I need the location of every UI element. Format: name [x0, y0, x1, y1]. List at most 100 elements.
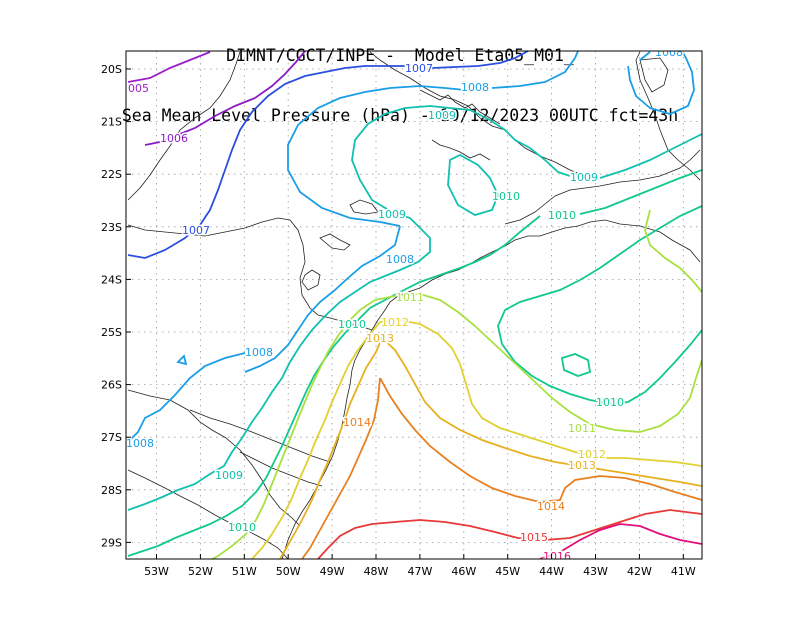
isobar-1007-east: [431, 51, 529, 69]
lon-tick-label: 47W: [407, 565, 432, 578]
river-reservoir-3: [349, 199, 379, 215]
contour-label-1013: 1013: [366, 332, 394, 345]
contour-label-1015: 1015: [520, 531, 548, 544]
contour-label-1014: 1014: [537, 500, 565, 513]
contour-label-1012: 1012: [381, 316, 409, 329]
lat-tick-label: 25S: [101, 326, 122, 339]
lon-tick-label: 49W: [320, 565, 345, 578]
isobar-1006: [144, 51, 306, 146]
lat-tick-label: 28S: [101, 484, 122, 497]
mato-grosso-border: [127, 217, 373, 331]
lon-tick-label: 52W: [188, 565, 213, 578]
contour-label-1012: 1012: [578, 448, 606, 461]
river-reservoir-1: [301, 269, 321, 291]
lon-tick-label: 41W: [671, 565, 696, 578]
isobar-1013-east: [381, 337, 702, 487]
isobar-1008-west: [127, 352, 246, 443]
isobar-1008-cell: [627, 51, 695, 115]
isobar-1012-east: [379, 319, 702, 467]
contour-labels: 005 1006 1007 1007 1008 1008 1008 1008 1…: [126, 46, 685, 563]
lat-tick-label: 24S: [101, 273, 122, 286]
lon-tick-label: 44W: [539, 565, 564, 578]
isobar-1008-north: [244, 225, 401, 373]
isobar-1014-east: [379, 377, 702, 503]
contour-label-1007: 1007: [182, 224, 210, 237]
lat-tick-label: 21S: [101, 116, 122, 129]
map-frame: [125, 50, 703, 560]
contour-label-1010: 1010: [596, 396, 624, 409]
contour-label-1010: 1010: [492, 190, 520, 203]
isobar-1014-main: [301, 377, 381, 559]
coastline: [127, 51, 701, 559]
isobar-1009-small: [447, 153, 499, 216]
goias-border: [127, 51, 241, 201]
contour-label-1009: 1009: [428, 109, 456, 122]
contour-label-1011: 1011: [568, 422, 596, 435]
isobar-1016: [539, 523, 702, 559]
minas-border: [369, 51, 586, 177]
lon-tick-label: 46W: [451, 565, 476, 578]
isobar-1008-loop: [287, 85, 466, 227]
isobar-1010-lower: [497, 205, 702, 405]
bay-1: [419, 89, 501, 125]
isobar-1010-main: [127, 215, 541, 557]
isobar-1010-small: [560, 353, 592, 377]
contour-label-1009: 1009: [378, 208, 406, 221]
lon-tick-label: 50W: [276, 565, 301, 578]
isobars: [127, 51, 702, 559]
contour-label-1005: 005: [128, 82, 149, 95]
contour-label-1010: 1010: [228, 521, 256, 534]
lat-tick-label: 20S: [101, 63, 122, 76]
argentina-border: [127, 469, 289, 559]
lon-tick-label: 43W: [583, 565, 608, 578]
isobar-1009-east: [599, 133, 702, 179]
isobar-1015: [317, 509, 702, 559]
contour-label-1007: 1007: [405, 62, 433, 75]
rs-border: [239, 451, 323, 487]
parana-border: [127, 389, 301, 527]
contour-label-1016: 1016: [543, 550, 571, 563]
longitude-axis: 53W 52W 51W 50W 49W 48W 47W 46W 45W 44W 43W 42W 41W: [144, 554, 696, 578]
isobar-1008-upper-right: [491, 51, 579, 89]
isobar-1007-west: [127, 65, 405, 259]
lon-tick-label: 53W: [144, 565, 169, 578]
contour-label-1013: 1013: [568, 459, 596, 472]
isobar-1011-right: [644, 209, 702, 293]
contour-label-1014: 1014: [343, 416, 371, 429]
isobar-1012-main: [251, 321, 381, 559]
lon-tick-label: 45W: [495, 565, 520, 578]
lon-tick-label: 51W: [232, 565, 257, 578]
contour-label-1008: 1008: [386, 253, 414, 266]
contour-label-1009: 1009: [570, 171, 598, 184]
isobar-1005: [127, 51, 211, 83]
santa-catarina-border: [189, 409, 331, 463]
isobar-1013-main: [279, 337, 383, 559]
contour-label-1010: 1010: [338, 318, 366, 331]
river-reservoir-2: [319, 233, 351, 251]
lon-tick-label: 42W: [627, 565, 652, 578]
lat-tick-label: 23S: [101, 221, 122, 234]
lat-tick-label: 27S: [101, 431, 122, 444]
latitude-axis: 20S 21S 22S 23S 24S 25S 26S 27S 28S 29S: [101, 63, 131, 549]
contour-label-1006: 1006: [160, 132, 188, 145]
northeast-islands: [639, 57, 669, 93]
contour-label-1010: 1010: [548, 209, 576, 222]
contour-label-1008: 1008: [655, 46, 683, 59]
contour-label-1008: 1008: [461, 81, 489, 94]
bay-2: [431, 139, 491, 161]
contour-label-1008: 1008: [126, 437, 154, 450]
rio-coast: [504, 149, 701, 225]
lat-tick-label: 22S: [101, 168, 122, 181]
lon-tick-label: 48W: [364, 565, 389, 578]
brazil-coastline: [281, 219, 701, 559]
grid-lines: [126, 51, 702, 559]
isobar-1011-east: [374, 293, 702, 433]
isobar-1009-main: [127, 227, 431, 511]
isobar-1010-east: [579, 169, 702, 215]
isobar-1009-loop: [351, 105, 571, 229]
lat-tick-label: 26S: [101, 379, 122, 392]
contour-label-1009: 1009: [215, 469, 243, 482]
contour-label-1011: 1011: [396, 291, 424, 304]
contour-label-1008: 1008: [245, 346, 273, 359]
